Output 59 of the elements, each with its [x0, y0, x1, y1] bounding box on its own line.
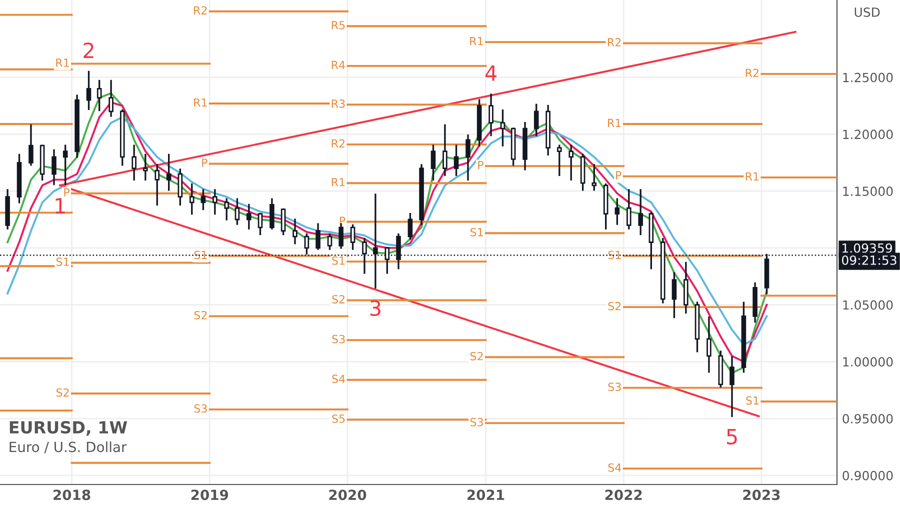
annotation: 5 [726, 429, 737, 445]
series-label: S3 [332, 334, 345, 344]
series-label: R1 [608, 118, 621, 128]
x-tick-label: 2023 [743, 490, 780, 500]
series-label: R3 [332, 99, 345, 108]
series-label: P [64, 188, 70, 196]
series-label: R2 [746, 68, 758, 77]
series-label: R2 [194, 6, 207, 14]
series-label: S1 [608, 250, 621, 260]
x-tick-label: 2022 [605, 490, 642, 500]
text: EURUSD, 1W [10, 421, 128, 436]
series-label: S2 [194, 310, 207, 320]
series-label: R5 [332, 21, 345, 30]
annotation: 1 [56, 198, 65, 214]
series-label: S1 [746, 396, 759, 405]
series-label: R1 [332, 178, 345, 186]
series-label: S2 [56, 388, 69, 397]
series-label: P [616, 171, 622, 180]
y-tick-label: 1.00000 [843, 357, 893, 367]
y-tick-label: 1.25000 [843, 72, 893, 82]
x-tick-label: 2021 [468, 490, 504, 500]
series-label: S1 [56, 258, 69, 266]
x-tick-label: 2018 [54, 490, 90, 500]
y-tick-label: 1.05000 [843, 300, 893, 310]
annotation: 2 [84, 42, 94, 58]
y-axis-title: USD [854, 7, 880, 17]
series-label: S2 [470, 352, 483, 360]
series-label: P [340, 216, 346, 225]
text: 09:21:53 [842, 255, 896, 265]
series-label: S3 [470, 418, 483, 426]
series-label: S3 [608, 382, 621, 392]
series-label: S1 [470, 228, 483, 236]
y-tick-label: 0.90000 [842, 470, 893, 480]
y-tick-label: 1.20000 [843, 130, 893, 140]
annotation: 3 [370, 300, 380, 316]
series-label: R2 [332, 139, 344, 148]
series-label: S5 [332, 414, 345, 423]
series-label: S2 [608, 302, 621, 310]
x-tick-label: 2020 [329, 490, 366, 500]
series-label: R4 [332, 60, 345, 70]
series-label: P [478, 161, 484, 170]
series-label: P [202, 158, 208, 167]
series-label: S4 [332, 374, 345, 384]
ref-line-label: 1.09359 [842, 243, 892, 253]
series-label: S3 [194, 404, 207, 413]
series-label: R2 [608, 38, 621, 46]
x-tick-label: 2019 [191, 490, 228, 500]
series-label: S1 [194, 250, 207, 260]
y-tick-label: 1.15000 [843, 186, 893, 196]
y-tick-label: 0.95000 [842, 414, 893, 424]
series-label: R1 [746, 172, 759, 180]
series-label: R1 [194, 98, 207, 107]
series-label: S1 [332, 256, 345, 265]
series-label: R1 [56, 58, 69, 67]
series-label: S4 [608, 463, 622, 472]
annotation: 4 [485, 66, 496, 81]
series-label: S2 [332, 295, 344, 304]
series-label: R1 [470, 37, 483, 46]
text: Euro / U.S. Dollar [10, 441, 127, 454]
